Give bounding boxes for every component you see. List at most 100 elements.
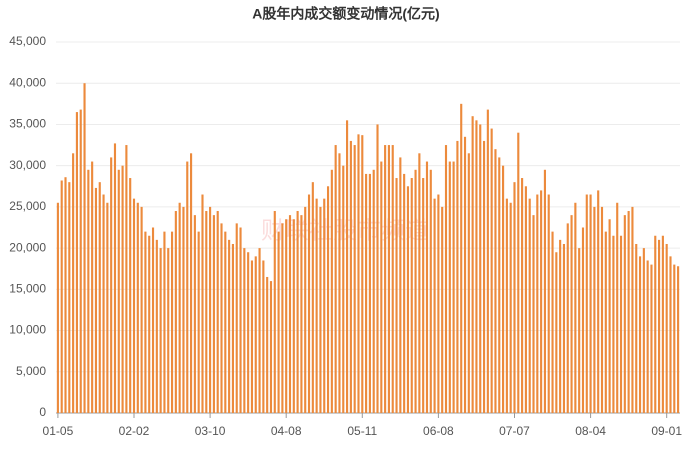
bar xyxy=(540,190,543,413)
bar xyxy=(475,120,478,414)
bar xyxy=(562,243,566,413)
bar xyxy=(437,194,440,413)
bar xyxy=(406,186,410,413)
bar xyxy=(444,145,448,414)
bar xyxy=(498,157,501,413)
bar xyxy=(418,153,421,414)
bar xyxy=(129,178,132,413)
bar xyxy=(212,215,215,413)
bar xyxy=(98,182,101,413)
bar xyxy=(547,194,550,413)
bar xyxy=(627,211,630,413)
bar xyxy=(387,145,390,414)
bar xyxy=(315,198,318,413)
bar xyxy=(170,231,174,413)
bar xyxy=(83,83,86,413)
bar xyxy=(311,182,314,413)
bar xyxy=(486,109,489,414)
bar xyxy=(536,194,539,413)
bar xyxy=(471,116,474,413)
bar xyxy=(585,194,588,413)
bar xyxy=(532,215,535,413)
bar xyxy=(307,194,311,413)
bar xyxy=(463,136,467,414)
bar xyxy=(661,235,664,413)
bar xyxy=(292,219,295,413)
bar xyxy=(342,165,345,413)
bar xyxy=(197,231,200,413)
bar xyxy=(410,178,413,413)
bar xyxy=(612,235,615,413)
bar xyxy=(616,202,619,413)
bar xyxy=(349,140,352,413)
bar xyxy=(216,211,219,413)
bar xyxy=(148,235,151,413)
bar xyxy=(182,206,185,413)
y-tick-label: 25,000 xyxy=(9,199,46,213)
bar xyxy=(574,202,577,413)
bar xyxy=(517,132,520,413)
bar xyxy=(623,215,626,413)
y-tick-label: 45,000 xyxy=(9,34,46,48)
bar xyxy=(163,231,166,413)
bar xyxy=(106,202,109,413)
bar xyxy=(144,231,147,413)
bar xyxy=(425,161,429,413)
x-tick-label: 09-01 xyxy=(651,424,682,438)
bar xyxy=(56,202,59,413)
bar xyxy=(482,140,486,413)
x-tick-label: 08-04 xyxy=(575,424,606,438)
bar xyxy=(441,206,444,413)
bar xyxy=(456,140,459,413)
bar xyxy=(68,182,71,413)
bar xyxy=(669,256,672,413)
x-tick-label: 05-11 xyxy=(347,424,377,438)
y-tick-label: 0 xyxy=(39,405,46,419)
bar xyxy=(422,178,425,413)
bar xyxy=(414,169,417,413)
y-tick-label: 10,000 xyxy=(9,323,46,337)
bar xyxy=(600,206,604,413)
bar xyxy=(174,211,177,413)
bar xyxy=(658,239,661,413)
x-tick-label: 04-08 xyxy=(271,424,302,438)
bar xyxy=(357,134,360,414)
y-tick-label: 15,000 xyxy=(9,282,46,296)
x-tick-label: 06-08 xyxy=(423,424,454,438)
bar xyxy=(433,198,436,413)
bar xyxy=(559,239,562,413)
bar xyxy=(490,128,493,414)
bar xyxy=(581,227,585,413)
bar xyxy=(638,256,642,413)
bar xyxy=(403,173,406,413)
bar xyxy=(178,202,181,413)
bar xyxy=(110,157,113,413)
bar xyxy=(460,103,463,413)
bar xyxy=(186,161,189,413)
bar xyxy=(113,143,117,413)
bar xyxy=(281,223,284,413)
bar xyxy=(631,206,634,413)
bar xyxy=(296,211,299,413)
chart-title: A股年内成交额变动情况(亿元) xyxy=(252,6,439,22)
bar xyxy=(300,215,303,413)
bar xyxy=(677,266,680,413)
bar xyxy=(650,264,653,413)
bar xyxy=(250,260,254,413)
bar xyxy=(220,223,223,413)
x-tick-label: 02-02 xyxy=(119,424,150,438)
bar xyxy=(502,165,505,413)
bar xyxy=(285,219,288,413)
bar xyxy=(117,169,120,413)
bar xyxy=(334,145,337,414)
bar xyxy=(361,135,364,413)
bar xyxy=(132,198,136,413)
bar xyxy=(338,153,341,414)
y-tick-label: 5,000 xyxy=(16,364,46,378)
bar xyxy=(254,256,257,413)
bar xyxy=(205,211,208,413)
bar xyxy=(513,182,516,413)
bar xyxy=(273,211,276,413)
y-tick-label: 35,000 xyxy=(9,117,46,131)
